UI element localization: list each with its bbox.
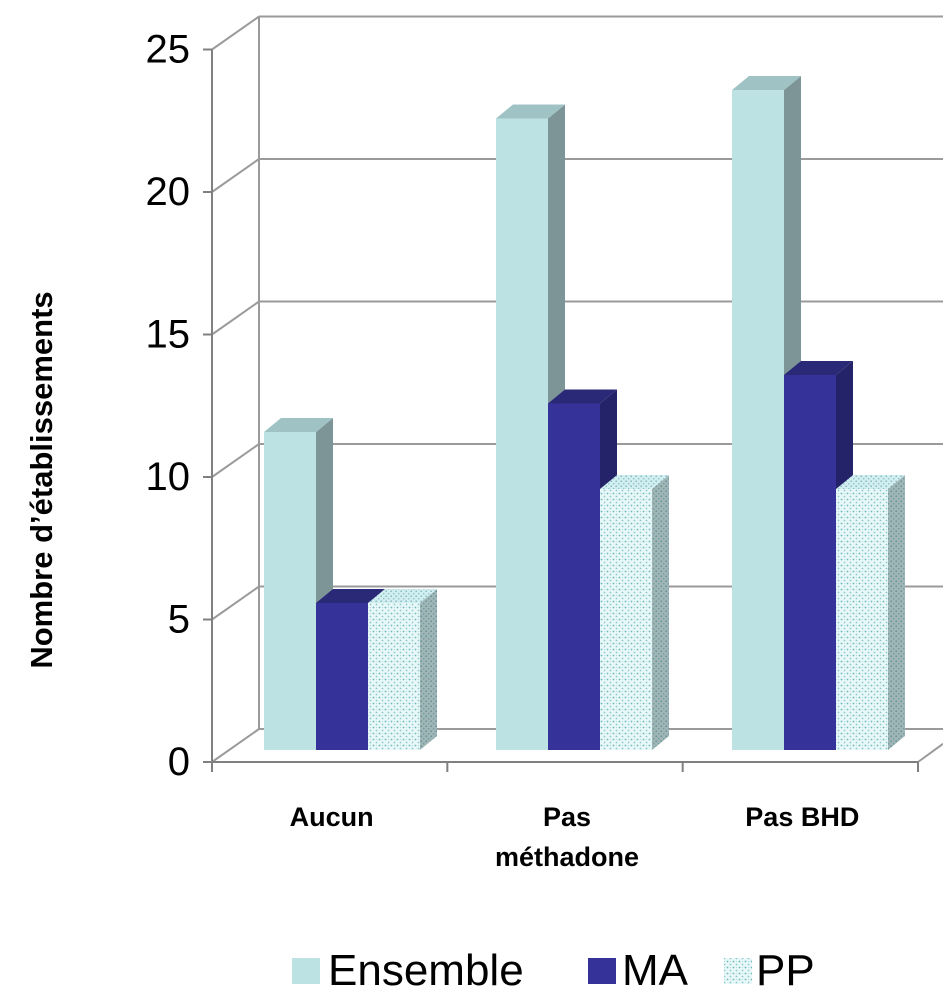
gridline-diagonal (211, 443, 260, 478)
bar-ensemble-0 (264, 418, 333, 750)
bar-top (732, 76, 801, 90)
bars (264, 76, 905, 750)
legend-label: PP (756, 946, 815, 995)
bar-pp-1 (600, 475, 669, 750)
bar-top (264, 418, 333, 432)
gridline-diagonal (211, 158, 260, 193)
y-tick-label: 0 (168, 740, 190, 784)
bar-top (784, 361, 853, 375)
floor-right-edge (917, 743, 943, 763)
gridline-diagonal (211, 728, 260, 763)
bar-front (316, 603, 368, 750)
bar-front (784, 375, 836, 750)
legend-label: MA (622, 946, 689, 995)
bar-top (548, 389, 617, 404)
legend-swatch (588, 958, 616, 984)
bar-front (600, 489, 652, 750)
gridline-diagonal (211, 15, 260, 51)
axis-labels: 0 5 10 15 20 25 Aucun Pas méthadone Pas BHD Nombre… (24, 28, 859, 873)
bar-pp-0 (368, 589, 437, 750)
x-tick-label: Pas (543, 802, 591, 832)
x-tick-label: méthadone (495, 842, 639, 872)
gridline-diagonal (211, 585, 260, 621)
bar-side (888, 475, 905, 750)
bar-front (732, 90, 784, 750)
bar-front (496, 118, 548, 750)
bar-side (652, 475, 669, 750)
y-tick-label: 15 (146, 313, 191, 357)
bar-top (496, 104, 565, 119)
axes (203, 48, 919, 772)
y-axis-title: Nombre d’établissements (24, 291, 59, 668)
bar-front (548, 403, 600, 750)
bar-pp-2 (836, 475, 905, 750)
bar-top (836, 475, 905, 489)
y-tick-label: 10 (146, 455, 191, 499)
bar-top (316, 589, 385, 603)
legend-item-ma: MA (588, 946, 689, 995)
y-tick-label: 5 (168, 598, 190, 642)
legend: Ensemble MA PP (292, 946, 815, 995)
legend-item-pp: PP (724, 946, 815, 995)
x-tick-label: Pas BHD (745, 802, 859, 832)
bar-top (600, 475, 669, 489)
x-tick-label: Aucun (290, 802, 374, 832)
bar-top (368, 589, 437, 603)
legend-swatch (724, 958, 752, 984)
legend-swatch (292, 958, 320, 984)
legend-label: Ensemble (328, 946, 524, 995)
bar-front (264, 432, 316, 750)
gridline-diagonal (211, 300, 260, 336)
y-tick-label: 20 (146, 170, 191, 214)
bar-side (420, 589, 437, 750)
bar-front (368, 603, 420, 750)
legend-item-ensemble: Ensemble (292, 946, 524, 995)
y-tick-label: 25 (146, 28, 191, 72)
bar-front (836, 489, 888, 750)
